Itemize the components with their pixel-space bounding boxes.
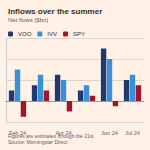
svg-text:Jul 24: Jul 24 — [125, 130, 140, 136]
svg-text:SPY: SPY — [73, 31, 85, 37]
svg-text:Figures are estimates through: Figures are estimates through the 21st — [8, 132, 94, 139]
svg-text:Net flows ($bn): Net flows ($bn) — [8, 17, 48, 23]
svg-text:IVV: IVV — [47, 31, 57, 37]
svg-text:Jun 24: Jun 24 — [101, 130, 118, 136]
svg-text:Inflows over the summer: Inflows over the summer — [8, 7, 102, 16]
svg-text:Source: Morningstar Direct: Source: Morningstar Direct — [8, 139, 68, 145]
svg-text:VOO: VOO — [18, 31, 32, 37]
